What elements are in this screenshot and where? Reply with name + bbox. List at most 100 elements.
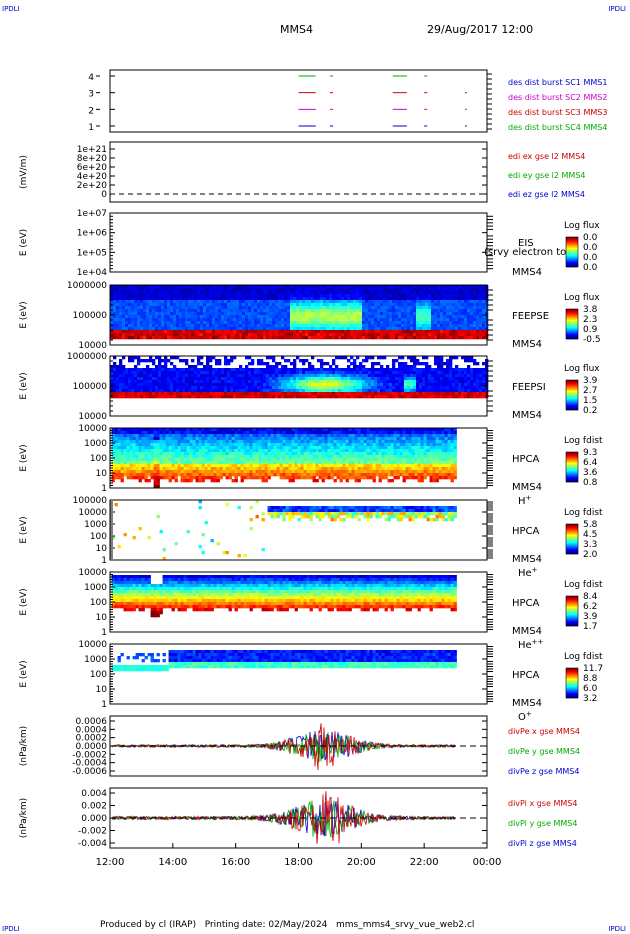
spectrogram-cell xyxy=(392,309,396,313)
spectrogram-cell xyxy=(290,383,294,387)
spectrogram-cell xyxy=(404,294,408,298)
spectrogram-cell xyxy=(251,333,255,337)
spectrogram-cell xyxy=(207,452,211,456)
spectrogram-cell xyxy=(161,324,165,328)
spectrogram-cell xyxy=(428,318,432,322)
spectrogram-cell xyxy=(482,315,486,319)
spectrogram-cell xyxy=(281,327,285,331)
spectrogram-cell xyxy=(143,389,147,393)
spectrogram-cell xyxy=(119,300,123,304)
spectrogram-cell xyxy=(215,395,219,399)
spectrogram-cell xyxy=(197,318,201,322)
spectrogram-cell xyxy=(200,300,204,304)
spectrogram-cell xyxy=(237,458,241,462)
spectrogram-cell xyxy=(200,356,204,360)
spectrogram-cell xyxy=(473,291,477,295)
spectrogram-cell xyxy=(176,330,180,334)
spectrogram-cell xyxy=(245,285,249,289)
spectrogram-cell xyxy=(209,374,213,378)
spectrogram-cell xyxy=(425,309,429,313)
spectrogram-cell xyxy=(255,449,259,453)
spectrogram-cell xyxy=(332,368,336,372)
spectrogram-cell xyxy=(404,303,408,307)
spectrogram-cell xyxy=(137,383,141,387)
spectrogram-cell xyxy=(189,470,193,474)
spectrogram-cell xyxy=(128,356,132,360)
spectrogram-cell xyxy=(440,303,444,307)
spectrogram-cell xyxy=(377,336,381,340)
spectrogram-cell xyxy=(129,437,133,441)
spectrogram-cell xyxy=(225,470,229,474)
spectrogram-cell xyxy=(245,312,249,316)
spectrogram-cell xyxy=(383,374,387,378)
spectrogram-cell xyxy=(200,297,204,301)
spectrogram-cell xyxy=(308,294,312,298)
spectrogram-cell xyxy=(134,315,138,319)
spectrogram-cell xyxy=(260,374,264,378)
spectrogram-cell xyxy=(257,297,261,301)
colorbar-tick: 1.5 xyxy=(583,396,597,406)
spectrogram-cell xyxy=(296,288,300,292)
spectrogram-cell xyxy=(455,333,459,337)
spectrogram-cell xyxy=(428,377,432,381)
spectrogram-cell xyxy=(140,386,144,390)
spectrogram-cell xyxy=(341,383,345,387)
spectrogram-cell xyxy=(365,371,369,375)
spectrogram-cell xyxy=(141,434,145,438)
spectrogram-cell xyxy=(479,324,483,328)
spectrogram-cell xyxy=(302,368,306,372)
spectrogram-cell xyxy=(302,288,306,292)
spectrogram-cell xyxy=(110,327,114,331)
spectrogram-cell xyxy=(314,377,318,381)
spectrogram-cell xyxy=(332,362,336,366)
spectrogram-cell xyxy=(479,383,483,387)
spectrogram-cell xyxy=(383,368,387,372)
spectrogram-cell xyxy=(167,377,171,381)
spectrogram-cell xyxy=(189,476,193,480)
spectrogram-cell xyxy=(150,467,154,471)
spectrogram-cell xyxy=(125,383,129,387)
spectrogram-cell xyxy=(201,458,205,462)
spectrogram-cell xyxy=(219,455,223,459)
spectrogram-cell xyxy=(219,428,223,432)
spectrogram-cell xyxy=(186,428,190,432)
spectrogram-cell xyxy=(146,303,150,307)
spectrogram-cell xyxy=(212,395,216,399)
spectrogram-cell xyxy=(161,327,165,331)
spectrogram-cell xyxy=(317,309,321,313)
spectrogram-cell xyxy=(120,449,124,453)
spectrogram-cell xyxy=(419,383,423,387)
spectrogram-cell xyxy=(416,392,420,396)
spectrogram-cell xyxy=(128,359,132,363)
spectrogram-cell xyxy=(203,303,207,307)
spectrogram-cell xyxy=(440,362,444,366)
spectrogram-cell xyxy=(236,368,240,372)
spectrogram-cell xyxy=(401,383,405,387)
colorbar-segment xyxy=(566,265,578,267)
spectrogram-cell xyxy=(125,312,129,316)
spectrogram-cell xyxy=(284,327,288,331)
spectrogram-cell xyxy=(261,443,265,447)
spectrogram-cell xyxy=(120,479,124,483)
spectrogram-cell xyxy=(132,458,136,462)
colorbar-segment xyxy=(566,240,578,242)
spectrogram-cell xyxy=(230,371,234,375)
spectrogram-cell xyxy=(137,368,141,372)
spectrogram-cell xyxy=(272,321,276,325)
spectrogram-cell xyxy=(323,330,327,334)
spectrogram-cell xyxy=(446,315,450,319)
spectrogram-cell xyxy=(275,306,279,310)
spectrogram-cell xyxy=(326,392,330,396)
spectrogram-cell xyxy=(311,374,315,378)
spectrogram-cell xyxy=(140,309,144,313)
spectrogram-cell xyxy=(239,386,243,390)
spectrogram-cell xyxy=(365,297,369,301)
spectrogram-cell xyxy=(137,377,141,381)
colorbar-segment xyxy=(566,237,578,239)
spectrogram-cell xyxy=(377,318,381,322)
spectrogram-cell xyxy=(284,374,288,378)
spectrogram-cell xyxy=(422,362,426,366)
colorbar-segment xyxy=(566,401,578,403)
spectrogram-cell xyxy=(308,383,312,387)
spectrogram-cell xyxy=(215,324,219,328)
